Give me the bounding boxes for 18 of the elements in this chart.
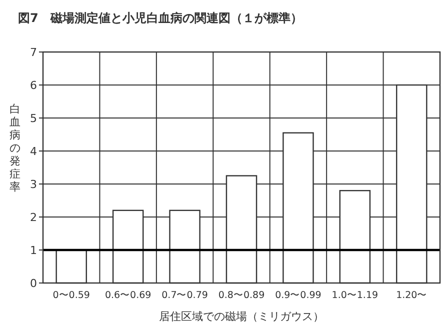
y-axis-title: 白血病の発症率 — [10, 102, 20, 194]
y-tick-label: 6 — [30, 79, 37, 92]
x-tick-label: 1.0〜1.19 — [332, 290, 378, 301]
y-tick-label: 4 — [30, 145, 37, 158]
y-tick-label: 1 — [30, 244, 37, 257]
y-tick-label: 3 — [30, 178, 37, 191]
chart-title: 図7 磁場測定値と小児白血病の関連図（１が標準） — [18, 11, 302, 25]
y-tick-label: 7 — [30, 46, 37, 59]
y-tick-label: 2 — [30, 211, 37, 224]
x-tick-label: 0.7〜0.79 — [162, 290, 208, 301]
y-tick-label: 0 — [30, 277, 37, 290]
x-tick-label: 0〜0.59 — [52, 290, 90, 301]
y-tick-label: 5 — [30, 112, 37, 125]
x-axis-title: 居住区域での磁場（ミリガウス） — [159, 310, 324, 323]
x-tick-label: 0.9〜0.99 — [275, 290, 322, 301]
x-tick-label: 0.8〜0.89 — [218, 290, 265, 301]
x-tick-label: 1.20〜 — [396, 290, 428, 301]
x-tick-label: 0.6〜0.69 — [104, 290, 152, 301]
